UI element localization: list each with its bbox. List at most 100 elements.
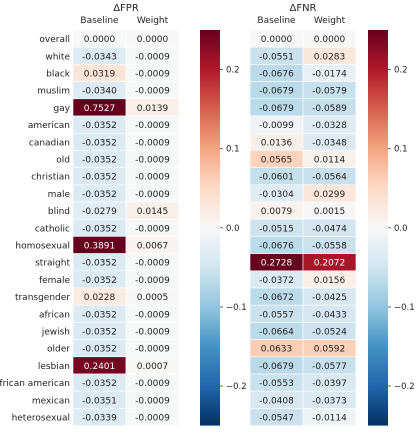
cell-label-1-14-1: 0.0156 <box>314 276 346 286</box>
row-label-american: american <box>28 121 70 131</box>
cell-label-1-9-1: 0.0299 <box>314 190 346 200</box>
colorbar-tick-label-0-2: 0.0 <box>226 224 240 234</box>
cell-label-1-12-1: -0.0558 <box>312 242 347 252</box>
cell-label-1-0-1: 0.0000 <box>314 35 346 45</box>
cell-label-1-21-1: -0.0373 <box>312 396 347 406</box>
cell-label-0-4-0: 0.7527 <box>84 104 116 114</box>
cell-label-0-9-1: -0.0009 <box>135 190 170 200</box>
row-label-older: older <box>47 345 70 355</box>
cell-label-1-6-1: -0.0348 <box>312 138 347 148</box>
cell-label-1-19-0: -0.0679 <box>259 362 294 372</box>
cell-label-0-5-1: -0.0009 <box>135 121 170 131</box>
cell-label-0-21-1: -0.0009 <box>135 396 170 406</box>
cell-label-0-12-0: 0.3891 <box>84 242 116 252</box>
cell-label-0-17-1: -0.0009 <box>135 328 170 338</box>
cell-label-0-12-1: 0.0067 <box>137 242 169 252</box>
row-label-heterosexual: heterosexual <box>12 414 70 424</box>
cell-label-0-6-1: -0.0009 <box>135 138 170 148</box>
cell-label-1-10-0: 0.0079 <box>261 207 293 217</box>
cell-label-1-16-1: -0.0433 <box>312 310 347 320</box>
panel-title-0: ΔFPR <box>113 3 139 14</box>
row-label-overall: overall <box>39 35 70 45</box>
cell-label-0-0-1: 0.0000 <box>137 35 169 45</box>
cell-label-1-2-1: -0.0174 <box>312 70 347 80</box>
cell-label-1-6-0: 0.0136 <box>261 138 293 148</box>
cell-label-1-20-1: -0.0397 <box>312 379 347 389</box>
cell-label-1-1-1: 0.0283 <box>314 52 346 62</box>
cell-label-0-22-0: -0.0339 <box>82 414 117 424</box>
cell-label-0-1-1: -0.0009 <box>135 52 170 62</box>
row-label-african-american: african american <box>0 379 70 389</box>
row-label-black: black <box>46 70 71 80</box>
cell-label-1-22-1: -0.0114 <box>312 414 347 424</box>
cell-label-0-10-1: 0.0145 <box>137 207 169 217</box>
cell-label-1-22-0: -0.0547 <box>259 414 294 424</box>
column-header-0-0: Baseline <box>80 16 119 26</box>
row-label-muslim: muslim <box>37 87 70 97</box>
cell-label-0-4-1: 0.0139 <box>137 104 169 114</box>
cell-label-0-10-0: -0.0279 <box>82 207 117 217</box>
colorbar-tick-label-0-3: −0.1 <box>226 303 247 313</box>
cell-label-1-3-1: -0.0579 <box>312 87 347 97</box>
row-label-transgender: transgender <box>15 293 70 303</box>
cell-label-1-18-0: 0.0633 <box>261 345 293 355</box>
cell-label-0-17-0: -0.0352 <box>82 328 117 338</box>
cell-label-1-7-0: 0.0565 <box>261 156 293 166</box>
cell-label-0-11-0: -0.0352 <box>82 224 117 234</box>
row-label-female: female <box>39 276 70 286</box>
cell-label-1-1-0: -0.0551 <box>259 52 294 62</box>
cell-label-1-15-1: -0.0425 <box>312 293 347 303</box>
row-label-male: male <box>48 190 71 200</box>
colorbar-tick-label-0-0: 0.2 <box>226 66 240 76</box>
row-label-homosexual: homosexual <box>15 242 70 252</box>
cell-label-0-5-0: -0.0352 <box>82 121 117 131</box>
cell-label-1-13-0: 0.2728 <box>261 259 293 269</box>
cell-label-0-15-1: 0.0005 <box>137 293 169 303</box>
cell-label-0-1-0: -0.0343 <box>82 52 117 62</box>
cell-label-1-15-0: -0.0672 <box>259 293 294 303</box>
colorbar-1 <box>368 30 388 426</box>
cell-label-0-16-1: -0.0009 <box>135 310 170 320</box>
cell-label-1-14-0: -0.0372 <box>259 276 294 286</box>
cell-label-0-2-1: -0.0009 <box>135 70 170 80</box>
cell-label-0-8-0: -0.0352 <box>82 173 117 183</box>
cell-label-0-2-0: 0.0319 <box>84 70 116 80</box>
cell-label-1-3-0: -0.0679 <box>259 87 294 97</box>
cell-label-1-17-1: -0.0524 <box>312 328 347 338</box>
column-header-0-1: Weight <box>137 16 169 26</box>
cell-label-1-11-1: -0.0474 <box>312 224 347 234</box>
row-label-old: old <box>56 156 70 166</box>
cell-label-0-9-0: -0.0352 <box>82 190 117 200</box>
cell-label-0-13-0: -0.0352 <box>82 259 117 269</box>
cell-label-0-18-0: -0.0352 <box>82 345 117 355</box>
colorbar-tick-label-1-0: 0.2 <box>394 66 408 76</box>
cell-label-0-6-0: -0.0352 <box>82 138 117 148</box>
colorbar-tick-label-1-3: −0.1 <box>394 303 415 313</box>
cell-label-0-7-1: -0.0009 <box>135 156 170 166</box>
cell-label-0-0-0: 0.0000 <box>84 35 116 45</box>
cell-label-0-14-0: -0.0352 <box>82 276 117 286</box>
colorbar-0 <box>200 30 220 426</box>
row-label-blind: blind <box>48 207 70 217</box>
cell-label-1-11-0: -0.0515 <box>259 224 294 234</box>
cell-label-0-13-1: -0.0009 <box>135 259 170 269</box>
column-header-1-1: Weight <box>314 16 346 26</box>
cell-label-0-3-0: -0.0340 <box>82 87 117 97</box>
row-label-jewish: jewish <box>41 328 70 338</box>
row-label-christian: christian <box>31 173 70 183</box>
cell-label-1-13-1: 0.2072 <box>314 259 346 269</box>
heatmap-cell-1-22-1 <box>302 408 357 426</box>
cell-label-0-16-0: -0.0352 <box>82 310 117 320</box>
cell-label-0-18-1: -0.0009 <box>135 345 170 355</box>
cell-label-1-2-0: -0.0676 <box>259 70 294 80</box>
cell-label-1-21-0: -0.0408 <box>259 396 294 406</box>
panel-title-1: ΔFNR <box>289 3 316 14</box>
colorbar-tick-label-1-4: −0.2 <box>394 382 415 392</box>
cell-label-1-8-1: -0.0564 <box>312 173 347 183</box>
cell-label-0-21-0: -0.0351 <box>82 396 117 406</box>
cell-label-0-22-1: -0.0009 <box>135 414 170 424</box>
cell-label-1-18-1: 0.0592 <box>314 345 346 355</box>
cell-label-1-19-1: -0.0577 <box>312 362 347 372</box>
